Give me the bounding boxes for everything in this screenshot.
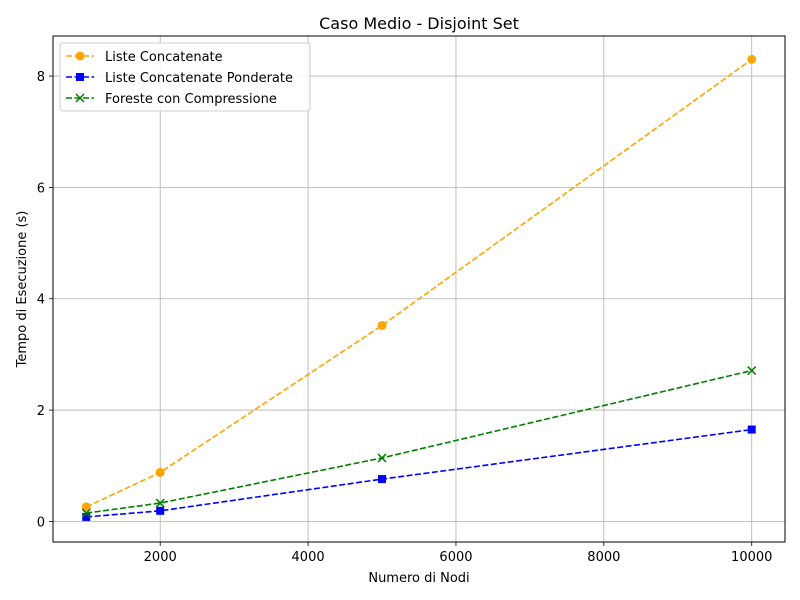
series-layer	[81, 54, 757, 521]
legend-marker	[75, 51, 85, 61]
x-tick-label: 2000	[144, 550, 177, 565]
data-point-marker	[378, 475, 387, 484]
series-3	[81, 366, 757, 518]
data-point-marker	[155, 498, 165, 508]
data-point-marker	[747, 425, 756, 434]
x-tick-label: 10000	[731, 550, 772, 565]
data-point-marker	[747, 54, 757, 64]
legend-label: Foreste con Compressione	[105, 92, 277, 107]
series-1	[81, 54, 757, 512]
legend-label: Liste Concatenate	[105, 50, 223, 65]
x-tick-label: 8000	[587, 550, 620, 565]
y-tick-label: 4	[37, 293, 45, 308]
data-point-marker	[81, 502, 91, 512]
plot-frame	[52, 35, 786, 543]
x-tick-label: 6000	[439, 550, 472, 565]
data-point-marker	[81, 508, 91, 518]
data-point-marker	[156, 506, 165, 515]
series-line	[86, 369, 752, 514]
data-point-marker	[155, 467, 165, 477]
y-tick-label: 0	[37, 515, 45, 530]
series-line	[85, 58, 753, 508]
series-line	[86, 428, 752, 518]
y-axis-ticks: 0 2 4 6 8	[37, 70, 53, 530]
data-point-marker	[82, 512, 91, 521]
data-point-marker	[377, 453, 387, 463]
x-axis-ticks: 2000 4000 6000 8000 10000	[144, 542, 772, 565]
data-point-marker	[747, 366, 757, 376]
legend-marker	[76, 73, 84, 81]
y-tick-label: 6	[37, 181, 45, 196]
x-axis-label: Numero di Nodi	[368, 571, 469, 586]
y-tick-label: 2	[37, 404, 45, 419]
legend-marker	[75, 93, 85, 103]
legend-box	[59, 42, 311, 112]
legend: Liste Concatenate Liste Concatenate Ponde…	[59, 42, 311, 112]
series-2	[82, 425, 756, 521]
y-tick-label: 8	[37, 70, 45, 85]
y-axis-label: Tempo di Esecuzione (s)	[15, 211, 30, 369]
chart-title: Caso Medio - Disjoint Set	[319, 14, 519, 33]
x-tick-label: 4000	[292, 550, 325, 565]
data-point-marker	[377, 320, 387, 330]
legend-label: Liste Concatenate Ponderate	[105, 71, 293, 86]
grid	[53, 36, 785, 542]
